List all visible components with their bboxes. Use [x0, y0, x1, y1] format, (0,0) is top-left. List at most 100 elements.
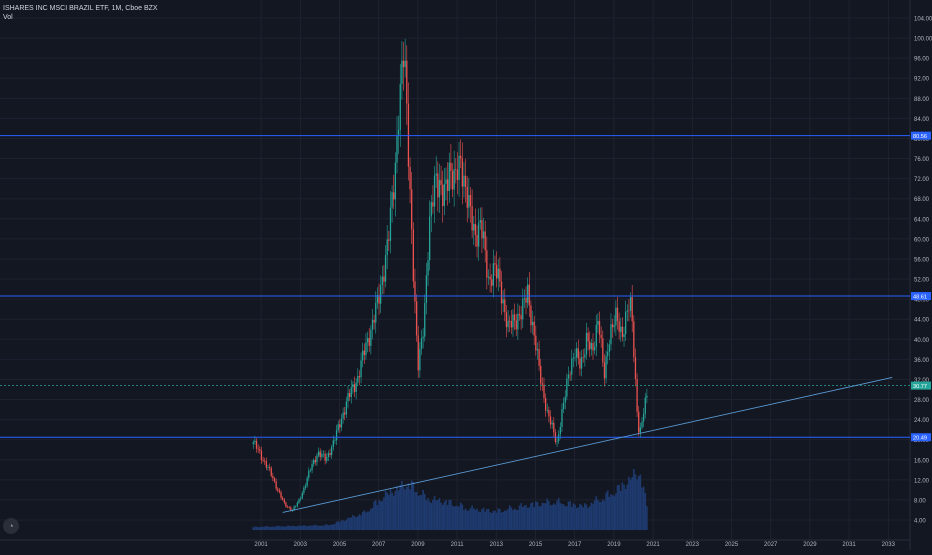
volume-bar — [636, 479, 638, 531]
x-axis-tick-label: 2019 — [607, 542, 621, 548]
candle-body — [424, 303, 426, 337]
volume-bar — [642, 486, 645, 531]
candle-body — [350, 387, 352, 397]
candle-body — [610, 324, 612, 345]
candle-body — [646, 395, 648, 398]
candle-body — [415, 301, 418, 336]
volume-bar — [595, 496, 598, 531]
candle-body — [629, 297, 632, 311]
candle-body — [371, 319, 374, 331]
volume-bar — [611, 494, 614, 531]
tradingview-logo-icon[interactable]: ◔ — [3, 518, 19, 534]
candle-body — [380, 285, 382, 304]
volume-bar — [469, 508, 472, 531]
volume-bar — [281, 526, 284, 531]
volume-bar — [521, 507, 524, 531]
volume-bar — [272, 526, 274, 531]
volume-bar — [415, 491, 418, 531]
candle-body — [332, 440, 334, 447]
candle-body — [605, 356, 607, 379]
candle-body — [445, 179, 447, 184]
candle-body — [621, 326, 624, 337]
volume-bar — [268, 526, 271, 531]
volume-bar — [345, 519, 348, 531]
volume-bar — [523, 505, 526, 531]
volume-bar — [459, 502, 462, 531]
x-axis-tick-label: 2021 — [646, 542, 660, 548]
volume-bar — [432, 499, 434, 531]
volume-bar — [610, 494, 612, 531]
candle-body — [494, 263, 496, 265]
volume-bar — [626, 484, 629, 531]
y-axis-tick-label: 56.00 — [914, 257, 930, 263]
candle-body — [593, 346, 596, 351]
y-axis-tick-label: 64.00 — [914, 217, 930, 223]
candle-body — [355, 382, 357, 392]
volume-bar — [355, 517, 357, 531]
volume-bar — [273, 526, 276, 531]
candle-body — [608, 344, 610, 353]
candle-body — [435, 173, 437, 176]
volume-bar — [646, 506, 648, 531]
x-axis-tick-label: 2001 — [254, 542, 268, 548]
candle-body — [636, 378, 638, 412]
volume-bar — [544, 503, 547, 531]
candle-body — [620, 326, 622, 332]
volume-bar — [541, 502, 544, 531]
volume-bar — [378, 500, 380, 531]
volume-bar — [260, 526, 263, 531]
candle-body — [260, 450, 263, 460]
volume-bar — [389, 489, 392, 531]
volume-bar — [530, 503, 532, 531]
candle-body — [564, 396, 566, 403]
volume-bar — [628, 476, 630, 531]
volume-bar — [319, 525, 322, 531]
volume-bar — [252, 527, 255, 531]
candle-body — [285, 502, 287, 507]
volume-bar — [641, 487, 643, 531]
candle-body — [518, 314, 521, 316]
price-level-label: 30.77 — [913, 384, 927, 390]
candle-body — [420, 338, 423, 350]
volume-bar — [285, 526, 287, 531]
volume-bar — [365, 512, 367, 531]
volume-bar — [637, 476, 640, 531]
volume-bar — [566, 506, 568, 531]
candle-body — [429, 216, 431, 261]
candle-body — [267, 467, 269, 468]
volume-bar — [288, 525, 290, 531]
candle-body — [376, 294, 379, 303]
volume-bar — [412, 481, 415, 531]
y-axis-tick-label: 4.00 — [914, 519, 926, 525]
candle-body — [440, 180, 442, 185]
volume-bar — [402, 487, 405, 531]
volume-bar — [618, 484, 620, 531]
volume-bar — [433, 496, 436, 531]
volume-bar — [549, 505, 552, 531]
volume-bar — [559, 502, 562, 531]
candle-body — [365, 342, 367, 356]
candle-body — [461, 158, 463, 187]
volume-bar — [574, 504, 576, 531]
y-axis-tick-label: 68.00 — [914, 197, 930, 203]
volume-bar — [425, 500, 428, 531]
volume-bar — [579, 503, 581, 531]
volume-bar — [486, 509, 488, 531]
candle-body — [278, 490, 281, 493]
y-axis-tick-label: 40.00 — [914, 338, 930, 344]
y-axis-tick-label: 16.00 — [914, 458, 930, 464]
candle-body — [254, 440, 256, 443]
candle-body — [471, 206, 473, 231]
volume-bar — [484, 511, 486, 531]
volume-bar — [311, 525, 313, 531]
y-axis-tick-label: 96.00 — [914, 57, 930, 63]
volume-bar — [453, 506, 455, 531]
candle-body — [562, 402, 565, 410]
volume-bar — [414, 492, 416, 531]
volume-indicator-label[interactable]: Vol — [3, 14, 13, 21]
candle-body — [582, 357, 584, 358]
candle-body — [348, 393, 351, 397]
volume-bar — [515, 509, 518, 531]
